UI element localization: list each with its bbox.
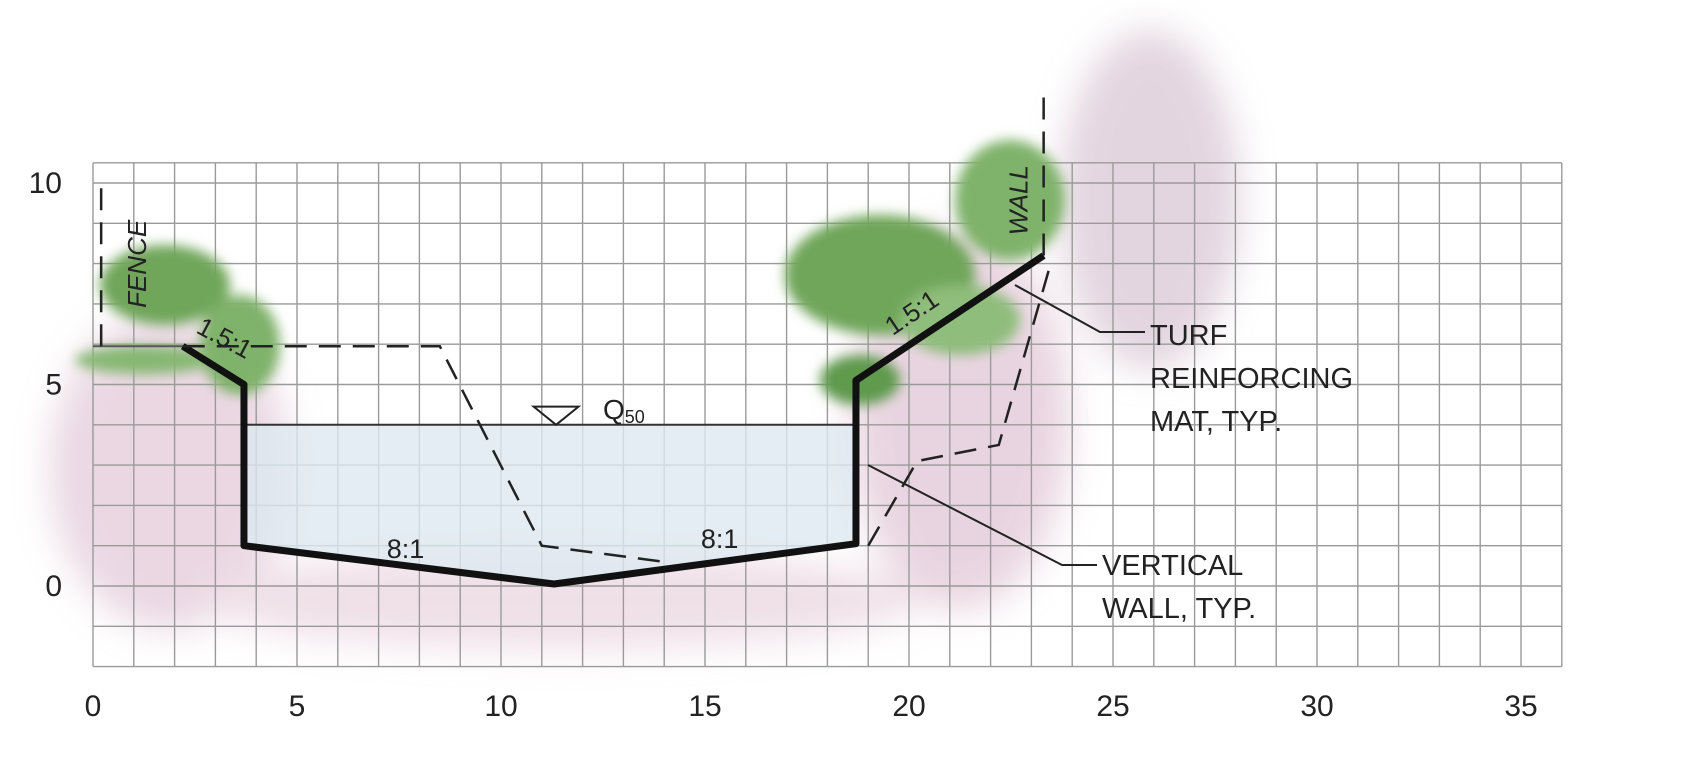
- water: [243, 424, 856, 584]
- callout-text: MAT, TYP.: [1150, 406, 1282, 438]
- callout-text: WALL, TYP.: [1102, 593, 1256, 625]
- water-symbol: [530, 405, 582, 427]
- callout-text: TURF: [1150, 320, 1227, 352]
- x-tick-label: 20: [892, 690, 925, 723]
- leader: [1014, 284, 1145, 333]
- flow-subscript: 50: [625, 407, 645, 427]
- x-tick-label: 30: [1300, 690, 1333, 723]
- x-tick-label: 25: [1096, 690, 1129, 723]
- y-tick-label: 5: [45, 369, 62, 402]
- leader: [867, 464, 1097, 566]
- x-tick-label: 15: [688, 690, 721, 723]
- channel: [93, 86, 1145, 588]
- callout-text: VERTICAL: [1102, 550, 1243, 582]
- wall-label: WALL: [1003, 165, 1033, 235]
- x-tick-label: 10: [484, 690, 517, 723]
- channel-section: [180, 252, 1046, 588]
- x-tick-label: 0: [85, 690, 102, 723]
- slope-label: 8:1: [387, 534, 425, 564]
- x-tick-label: 5: [289, 690, 306, 723]
- y-tick-label: 10: [29, 167, 62, 200]
- fence-label: FENCE: [122, 219, 152, 308]
- x-tick-label: 35: [1504, 690, 1537, 723]
- callout-text: REINFORCING: [1150, 363, 1353, 395]
- y-tick-label: 0: [45, 570, 62, 603]
- existing-ground: [867, 259, 1054, 547]
- slope-label: 8:1: [701, 524, 739, 554]
- flow-label: Q50: [603, 394, 645, 427]
